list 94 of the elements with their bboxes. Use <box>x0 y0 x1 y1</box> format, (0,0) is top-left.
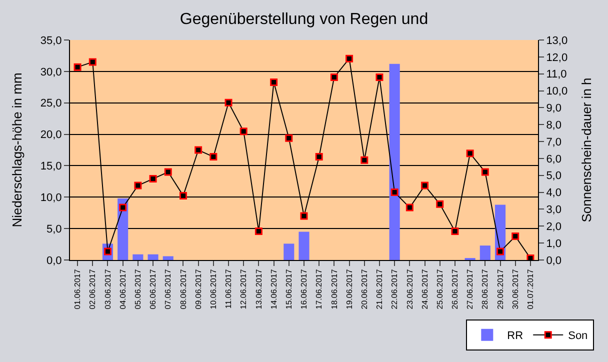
legend-label: RR <box>507 330 524 342</box>
x-tick-label: 04.06.2017 <box>118 268 128 310</box>
point <box>119 204 127 212</box>
y-tick-label: 25,0 <box>40 98 62 110</box>
x-tick-label: 15.06.2017 <box>284 268 294 310</box>
point <box>436 200 444 208</box>
y2-tick-label: 3,0 <box>546 204 562 216</box>
y2-tick-label: 1,0 <box>546 238 562 250</box>
x-tick-label: 30.06.2017 <box>510 268 520 310</box>
x-tick-label: 28.06.2017 <box>480 268 490 310</box>
x-tick-label: 25.06.2017 <box>435 268 444 310</box>
point <box>451 227 459 235</box>
y-tick-label: 20,0 <box>40 129 62 142</box>
y2-tick-label: 12,0 <box>546 52 568 64</box>
x-tick-label: 07.06.2017 <box>164 268 173 310</box>
point <box>346 54 354 62</box>
y-tick-label: 0,0 <box>46 254 62 267</box>
y2-tick-label: 0,0 <box>546 254 562 267</box>
point <box>481 168 489 176</box>
point <box>164 168 172 176</box>
point <box>285 134 293 142</box>
chart-title: Gegenüberstellung von Regen und <box>180 10 428 28</box>
x-tick-label: 26.06.2017 <box>450 268 460 310</box>
x-tick-label: 09.06.2017 <box>194 268 203 310</box>
y2-tick-label: 4,0 <box>546 187 562 200</box>
point <box>315 153 323 161</box>
y2-tick-label: 13,0 <box>546 34 568 47</box>
y2-tick-label: 2,0 <box>546 221 562 233</box>
y-tick-label: 30,0 <box>40 66 62 78</box>
y-tick-label: 35,0 <box>40 34 62 47</box>
x-tick-label: 13.06.2017 <box>254 268 264 310</box>
x-tick-label: 29.06.2017 <box>496 268 505 310</box>
y-tick-label: 15,0 <box>40 160 62 173</box>
point <box>466 150 474 158</box>
bar <box>480 246 490 260</box>
point <box>300 212 308 220</box>
bar <box>148 254 158 260</box>
y2-tick-label: 7,0 <box>546 136 562 148</box>
y2-tick-label: 11,0 <box>546 68 567 81</box>
bar <box>132 254 144 260</box>
y2-tick-label: 10,0 <box>546 86 568 98</box>
y-tick-label: 10,0 <box>40 192 62 204</box>
x-tick-label: 19.06.2017 <box>344 268 354 310</box>
y-tick-label: 5,0 <box>46 223 62 236</box>
y2-tick-label: 6,0 <box>546 153 562 166</box>
point <box>240 128 248 136</box>
y-axis-title: Niederschlags-höhe in mm <box>9 72 24 228</box>
point <box>512 232 520 240</box>
point <box>88 58 96 66</box>
x-tick-label: 05.06.2017 <box>134 268 143 310</box>
y2-axis-title: Sonnenschein-dauer in h <box>579 78 594 222</box>
x-tick-label: 01.07.2017 <box>526 268 536 310</box>
bar <box>284 244 294 260</box>
x-tick-label: 02.06.2017 <box>88 268 98 310</box>
point <box>330 73 338 81</box>
x-tick-label: 20.06.2017 <box>360 268 369 310</box>
bar <box>389 64 400 260</box>
y2-tick-label: 5,0 <box>546 170 562 182</box>
x-tick-label: 10.06.2017 <box>209 268 218 310</box>
x-tick-label: 06.06.2017 <box>148 268 158 310</box>
x-tick-label: 27.06.2017 <box>466 268 475 310</box>
point <box>134 182 142 190</box>
point <box>210 153 218 161</box>
point <box>406 204 414 212</box>
point <box>224 98 232 106</box>
x-tick-label: 03.06.2017 <box>103 268 112 310</box>
point <box>149 175 157 183</box>
x-tick-label: 22.06.2017 <box>390 268 400 310</box>
bar <box>162 256 174 260</box>
point <box>194 146 202 154</box>
x-tick-label: 16.06.2017 <box>300 268 309 310</box>
legend-label: Son <box>568 330 588 342</box>
point <box>390 188 398 196</box>
x-tick-label: 08.06.2017 <box>178 268 188 310</box>
y2-tick-label: 9,0 <box>546 102 562 115</box>
point <box>74 63 82 71</box>
bar <box>298 232 310 260</box>
x-tick-label: 18.06.2017 <box>330 268 339 310</box>
x-tick-label: 14.06.2017 <box>269 268 278 310</box>
x-tick-label: 01.06.2017 <box>73 268 82 310</box>
point <box>270 78 278 86</box>
x-tick-label: 23.06.2017 <box>405 268 414 310</box>
x-tick-label: 24.06.2017 <box>420 268 430 310</box>
point <box>496 248 504 256</box>
x-tick-label: 12.06.2017 <box>239 268 248 310</box>
point <box>421 182 429 190</box>
x-tick-label: 17.06.2017 <box>314 268 324 310</box>
point <box>254 227 262 235</box>
point <box>360 156 368 164</box>
point <box>179 192 187 200</box>
y2-tick-label: 8,0 <box>546 119 562 132</box>
point <box>376 73 384 81</box>
x-tick-label: 21.06.2017 <box>375 268 384 310</box>
x-tick-label: 11.06.2017 <box>224 268 234 309</box>
